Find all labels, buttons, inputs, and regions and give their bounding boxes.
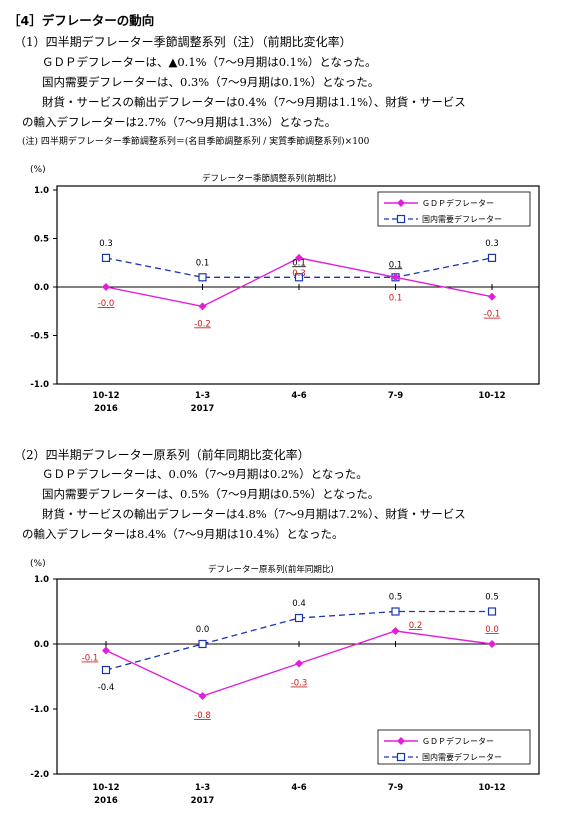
- x-tick-label: 10-12: [92, 783, 119, 793]
- part2-line-gdp: ＧＤＰデフレーターは、0.0%（7～9月期は0.2%）となった。: [42, 467, 368, 481]
- point-gdp: [488, 292, 496, 301]
- legend-label-gdp: ＧＤＰデフレーター: [422, 198, 494, 208]
- point-domestic: [198, 639, 207, 649]
- y-tick-label: 1.0: [34, 186, 49, 196]
- part1-line-domestic: 国内需要デフレーターは、0.3%（7～9月期は0.1%）となった。: [42, 75, 380, 89]
- y-tick-label: 0.5: [34, 235, 49, 245]
- point-domestic: [101, 253, 111, 263]
- data-label-domestic: 0.5: [485, 593, 499, 603]
- y-tick-label: 0.0: [34, 283, 49, 293]
- part2-heading: （2）四半期デフレーター原系列（前年同期比変化率）: [14, 448, 310, 462]
- chart-seasonal-adjusted: (%) デフレーター季節調整系列(前期比) 1.0 0.5 0.0 -0.5 -1.0 10-…: [30, 165, 540, 414]
- part2-line-domestic: 国内需要デフレーターは、0.5%（7～9月期は0.5%）となった。: [42, 487, 380, 501]
- x-tick-label: 1-3: [195, 783, 210, 793]
- x-year-label: 2016: [94, 404, 118, 414]
- part2-line-export: 財貨・サービスの輸出デフレーターは4.8%（7～9月期は7.2%）、財貨・サービ…: [42, 507, 466, 521]
- chart-title: デフレーター原系列(前年同期比): [208, 564, 334, 575]
- point-domestic: [487, 253, 497, 263]
- data-label-domestic: 0.0: [196, 625, 210, 635]
- legend-marker-domestic: [396, 214, 406, 224]
- data-label-gdp: 0.3: [292, 269, 306, 279]
- point-domestic: [198, 273, 207, 282]
- legend-label-domestic: 国内需要デフレーター: [422, 752, 502, 762]
- legend-label-gdp: ＧＤＰデフレーター: [422, 736, 494, 746]
- point-gdp: [102, 646, 110, 655]
- data-label-gdp: 0.2: [409, 621, 423, 631]
- legend-marker-domestic: [396, 752, 406, 762]
- data-label-domestic: 0.1: [196, 258, 210, 268]
- x-year-label: 2017: [191, 796, 215, 806]
- x-tick-label: 1-3: [195, 391, 210, 401]
- y-tick-label: -1.0: [30, 705, 49, 715]
- y-tick-label: 0.0: [34, 640, 49, 650]
- data-label-gdp: -0.3: [291, 679, 308, 689]
- legend-label-domestic: 国内需要デフレーター: [422, 214, 502, 224]
- x-tick-label: 4-6: [291, 783, 306, 793]
- part2-line-import: の輸入デフレーターは8.4%（7～9月期は10.4%）となった。: [22, 527, 344, 541]
- part1-note: (注) 四半期デフレーター季節調整系列＝(名目季節調整系列 / 実質季節調整系列…: [22, 137, 370, 147]
- point-gdp: [391, 627, 400, 635]
- part1-heading: （1）四半期デフレーター季節調整系列（注）（前期比変化率）: [14, 35, 352, 49]
- data-label-gdp: -0.1: [82, 654, 99, 664]
- part1-line-import: の輸入デフレーターは2.7%（7～9月期は1.3%）となった。: [22, 115, 337, 129]
- data-label-domestic: 0.3: [485, 239, 499, 249]
- point-gdp: [295, 253, 303, 262]
- data-label-gdp: 0.1: [389, 293, 403, 303]
- point-domestic: [101, 665, 111, 675]
- chart-original-series: (%) デフレーター原系列(前年同期比) 1.0 0.0 -1.0 -2.0 10-12 20…: [30, 559, 540, 806]
- x-tick-label: 7-9: [388, 783, 403, 793]
- x-tick-label: 4-6: [291, 391, 306, 401]
- point-gdp: [295, 659, 303, 668]
- legend-marker-gdp: [397, 737, 405, 745]
- x-tick-label: 7-9: [388, 391, 403, 401]
- data-label-domestic: 0.3: [99, 239, 113, 249]
- unit-label: (%): [30, 559, 46, 569]
- section-title: ［4］デフレーターの動向: [8, 13, 155, 28]
- x-tick-label: 10-12: [478, 391, 505, 401]
- part1-line-gdp: ＧＤＰデフレーターは、▲0.1%（7～9月期は0.1%）となった。: [42, 55, 377, 69]
- chart-title: デフレーター季節調整系列(前期比): [202, 173, 336, 184]
- y-tick-label: -1.0: [30, 380, 49, 390]
- x-year-label: 2016: [94, 796, 118, 806]
- y-tick-label: -0.5: [30, 332, 49, 342]
- point-domestic: [294, 273, 304, 282]
- data-label-gdp: -0.8: [194, 711, 211, 721]
- y-tick-label: -2.0: [30, 770, 49, 780]
- part1-line-export: 財貨・サービスの輸出デフレーターは0.4%（7～9月期は1.1%）、財貨・サービ…: [42, 95, 466, 109]
- point-gdp: [391, 273, 400, 282]
- point-domestic: [487, 607, 497, 616]
- point-domestic: [391, 607, 400, 616]
- data-label-gdp: -0.0: [98, 299, 115, 309]
- x-tick-label: 10-12: [92, 391, 119, 401]
- point-gdp: [198, 692, 207, 700]
- legend-box: [377, 729, 531, 765]
- x-tick-label: 10-12: [478, 783, 505, 793]
- data-label-gdp: 0.0: [485, 625, 499, 635]
- y-tick-label: 1.0: [34, 575, 49, 585]
- unit-label: (%): [30, 165, 46, 175]
- point-gdp: [198, 302, 207, 311]
- data-label-domestic: 0.1: [389, 260, 403, 270]
- point-gdp: [488, 640, 496, 648]
- data-label-domestic: 0.4: [292, 599, 306, 609]
- data-label-gdp: -0.1: [484, 310, 501, 320]
- data-label-gdp: -0.2: [194, 319, 211, 329]
- point-gdp: [102, 283, 110, 291]
- data-label-domestic: -0.4: [98, 683, 115, 693]
- x-year-label: 2017: [191, 404, 215, 414]
- data-label-domestic: 0.1: [292, 258, 306, 268]
- point-domestic: [294, 613, 304, 623]
- data-label-domestic: 0.5: [389, 593, 403, 603]
- legend-marker-gdp: [397, 199, 405, 207]
